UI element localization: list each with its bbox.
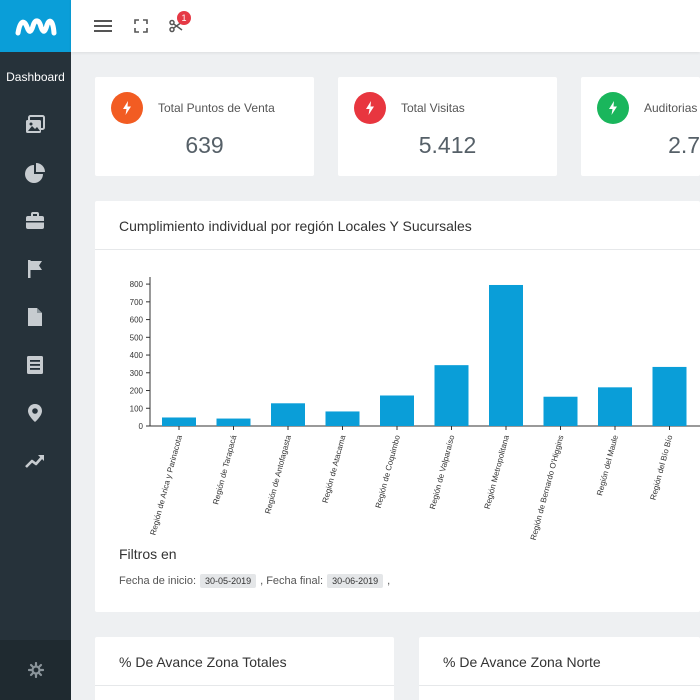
bar (271, 403, 305, 426)
start-date-label: Fecha de inicio: (119, 575, 197, 587)
card-title: % De Avance Zona Totales (119, 654, 287, 670)
x-tick-label: Región del Bío Bío (648, 434, 674, 501)
stat-label: Total Visitas (401, 101, 465, 115)
x-tick-label: Región de Coquimbo (374, 434, 402, 509)
x-tick-label: Región de Arica y Parinacota (149, 434, 185, 537)
x-tick-label: Región del Maule (595, 434, 620, 497)
list-document-icon[interactable] (22, 352, 48, 378)
trending-up-icon[interactable] (22, 448, 48, 474)
y-tick-label: 800 (130, 280, 144, 289)
movistar-logo-icon (15, 18, 56, 36)
bolt-icon (354, 92, 386, 124)
stat-value: 2.72 (668, 132, 700, 158)
card-divider (419, 685, 700, 686)
bar (216, 418, 251, 426)
x-tick-label: Región de Bernardo O'Higgins (529, 434, 566, 541)
y-tick-label: 0 (139, 422, 144, 431)
card-avance-totales: % De Avance Zona Totales (95, 637, 394, 700)
bar-chart: 0 100 200 300 400 500 600 700 800 Región de Arica… (130, 277, 700, 541)
filters-trailing: , (387, 575, 391, 587)
brand-logo[interactable] (0, 0, 71, 52)
briefcase-icon[interactable] (22, 208, 48, 234)
bolt-icon (111, 92, 143, 124)
end-date-label: , Fecha final: (260, 575, 324, 587)
pie-chart-icon[interactable] (22, 160, 48, 186)
file-icon[interactable] (22, 304, 48, 330)
sidebar-dashboard-label[interactable]: Dashboard (6, 70, 65, 84)
y-tick-label: 600 (130, 316, 144, 325)
y-tick-label: 300 (130, 369, 144, 378)
x-tick-label: Región Metropolitana (483, 434, 512, 510)
stat-card-auditorias: Auditorias 2.72 (581, 77, 700, 176)
y-tick-label: 400 (130, 351, 144, 360)
stat-value: 5.412 (418, 132, 477, 158)
filters-row: Fecha de inicio: 30-05-2019 , Fecha fina… (119, 574, 390, 588)
x-tick-label: Región de Tarapacá (211, 434, 238, 506)
gear-icon[interactable] (27, 662, 44, 678)
y-tick-label: 500 (130, 333, 144, 342)
y-tick-label: 700 (130, 298, 144, 307)
map-marker-icon[interactable] (22, 400, 48, 426)
sidebar-footer (0, 640, 71, 700)
stat-label: Auditorias (644, 101, 698, 115)
y-tick-label: 100 (130, 404, 144, 413)
card-title: % De Avance Zona Norte (443, 654, 601, 670)
bar (652, 366, 687, 426)
chart-card: Cumplimiento individual por región Local… (95, 201, 700, 612)
stat-card-puntos-venta: Total Puntos de Venta 639 (95, 77, 314, 176)
start-date-chip: 30-05-2019 (200, 574, 257, 588)
chart-title: Cumplimiento individual por región Local… (119, 218, 472, 234)
end-date-chip: 30-06-2019 (327, 574, 384, 588)
images-icon[interactable] (22, 112, 48, 138)
filters-title: Filtros en (119, 546, 177, 562)
flag-icon[interactable] (22, 256, 48, 282)
x-tick-label: Región de Antofagasta (263, 434, 293, 515)
x-tick-label: Región de Atacama (321, 434, 348, 504)
bolt-icon (597, 92, 629, 124)
stat-card-visitas: Total Visitas 5.412 (338, 77, 557, 176)
card-divider (95, 685, 394, 686)
y-tick-label: 200 (130, 387, 144, 396)
bar (325, 411, 360, 426)
chart-divider (95, 249, 700, 250)
bar (162, 417, 196, 426)
stat-label: Total Puntos de Venta (158, 101, 275, 115)
x-tick-label: Región de Valparaíso (428, 434, 457, 511)
fullscreen-icon[interactable] (130, 15, 152, 37)
stat-value: 639 (185, 132, 224, 158)
sidebar: Dashboard (0, 0, 71, 700)
bar (543, 396, 578, 426)
card-avance-norte: % De Avance Zona Norte (419, 637, 700, 700)
bar (598, 387, 632, 426)
notification-badge: 1 (177, 11, 191, 25)
bar (489, 284, 523, 426)
bar (434, 365, 469, 426)
menu-icon[interactable] (92, 15, 114, 37)
bar (380, 395, 414, 426)
top-bar: 1 (71, 0, 700, 52)
